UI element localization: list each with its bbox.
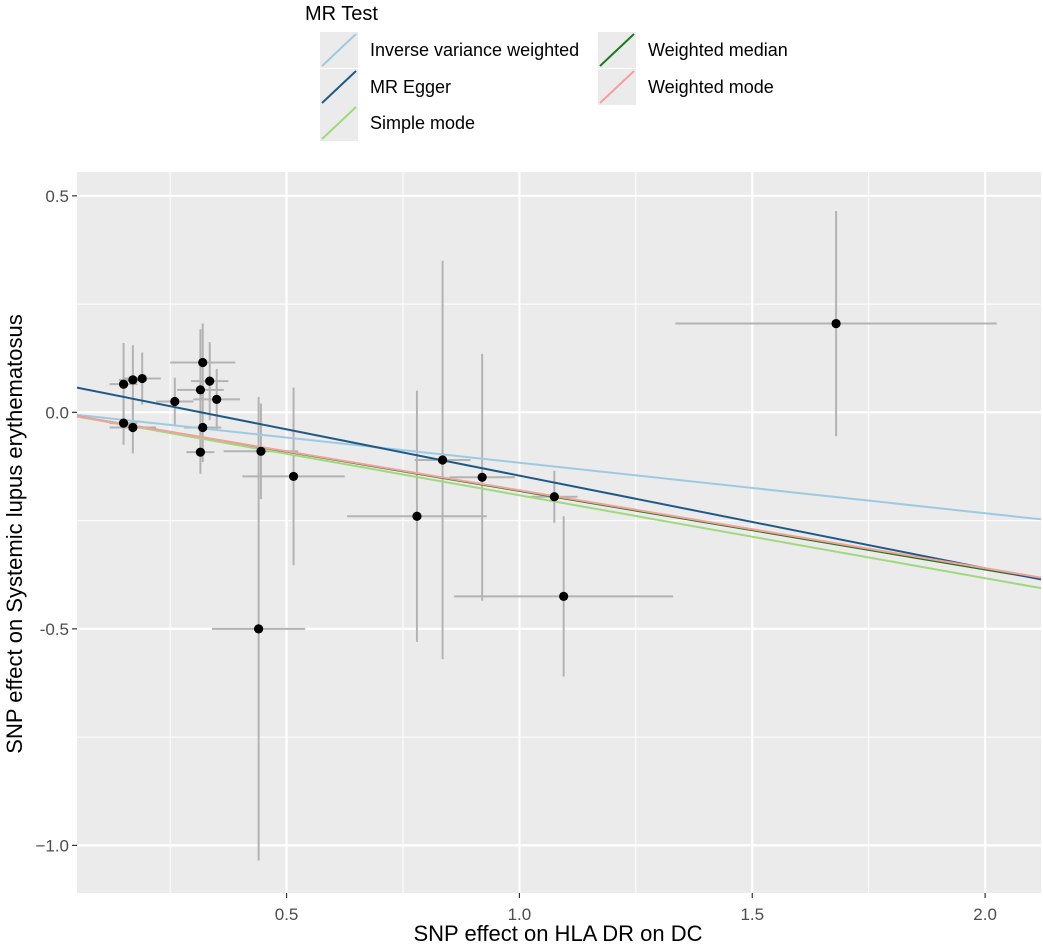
x-tick-label: 1.0	[508, 905, 532, 924]
data-point	[288, 471, 299, 482]
data-point	[198, 422, 208, 433]
y-tick-label: -0.5	[40, 620, 69, 639]
data-point	[212, 394, 222, 404]
regression-lines	[76, 386, 1042, 590]
data-point	[118, 418, 129, 428]
legend-label: Weighted mode	[648, 77, 774, 97]
data-point	[195, 447, 206, 457]
data-point	[477, 472, 487, 482]
legend-item-weighted-mode: Weighted mode	[598, 69, 774, 105]
data-point	[198, 357, 208, 368]
legend-swatch	[321, 33, 357, 67]
data-point	[137, 373, 147, 384]
y-tick-label: −1.0	[35, 836, 69, 855]
x-tick-label: 2.0	[973, 905, 997, 924]
y-axis-ticks: −1.0 -0.5 0.0 0.5	[35, 187, 77, 855]
data-point	[559, 591, 569, 601]
y-axis-title: SNP effect on Systemic lupus erythematos…	[2, 314, 27, 753]
legend-item-inverse-variance-weighted: Inverse variance weighted	[320, 32, 579, 68]
y-tick-label: 0.0	[45, 403, 69, 422]
legend-label: MR Egger	[370, 77, 451, 97]
legend-swatch	[599, 70, 635, 104]
legend-item-weighted-median: Weighted median	[598, 32, 788, 68]
data-point	[254, 624, 264, 634]
x-tick-label: 1.5	[740, 905, 764, 924]
x-axis-ticks: 0.5 1.0 1.5 2.0	[275, 893, 997, 924]
legend-swatch	[321, 106, 357, 140]
data-point	[118, 379, 129, 389]
legend-swatch	[599, 33, 635, 67]
legend-item-simple-mode: Simple mode	[320, 105, 475, 141]
legend-item-mr-egger: MR Egger	[320, 69, 451, 105]
data-point	[170, 396, 180, 407]
data-point	[831, 318, 841, 329]
legend-title: MR Test	[305, 3, 378, 25]
data-point	[437, 455, 448, 465]
grid-lines	[77, 172, 1041, 893]
data-point	[256, 446, 266, 456]
mr-line-inverse-variance-weighted	[76, 413, 1042, 521]
data-point	[128, 375, 138, 385]
legend: MR Test Inverse variance weighted Weighte…	[305, 3, 788, 141]
x-axis-title: SNP effect on HLA DR on DC	[414, 921, 703, 946]
data-point	[412, 511, 422, 521]
legend-label: Simple mode	[370, 113, 475, 133]
legend-label: Weighted median	[648, 40, 788, 60]
plot-panel	[77, 172, 1041, 893]
data-points	[118, 318, 841, 634]
legend-swatch	[321, 70, 357, 104]
x-tick-label: 0.5	[275, 905, 299, 924]
mr-line-weighted-mode	[76, 415, 1042, 579]
data-point	[195, 385, 206, 395]
data-point	[128, 422, 138, 433]
legend-label: Inverse variance weighted	[370, 40, 579, 60]
data-point	[205, 376, 215, 386]
mr-line-simple-mode	[76, 415, 1042, 590]
y-tick-label: 0.5	[45, 187, 69, 206]
data-point	[549, 492, 559, 502]
mr-line-mr-egger	[76, 386, 1042, 581]
